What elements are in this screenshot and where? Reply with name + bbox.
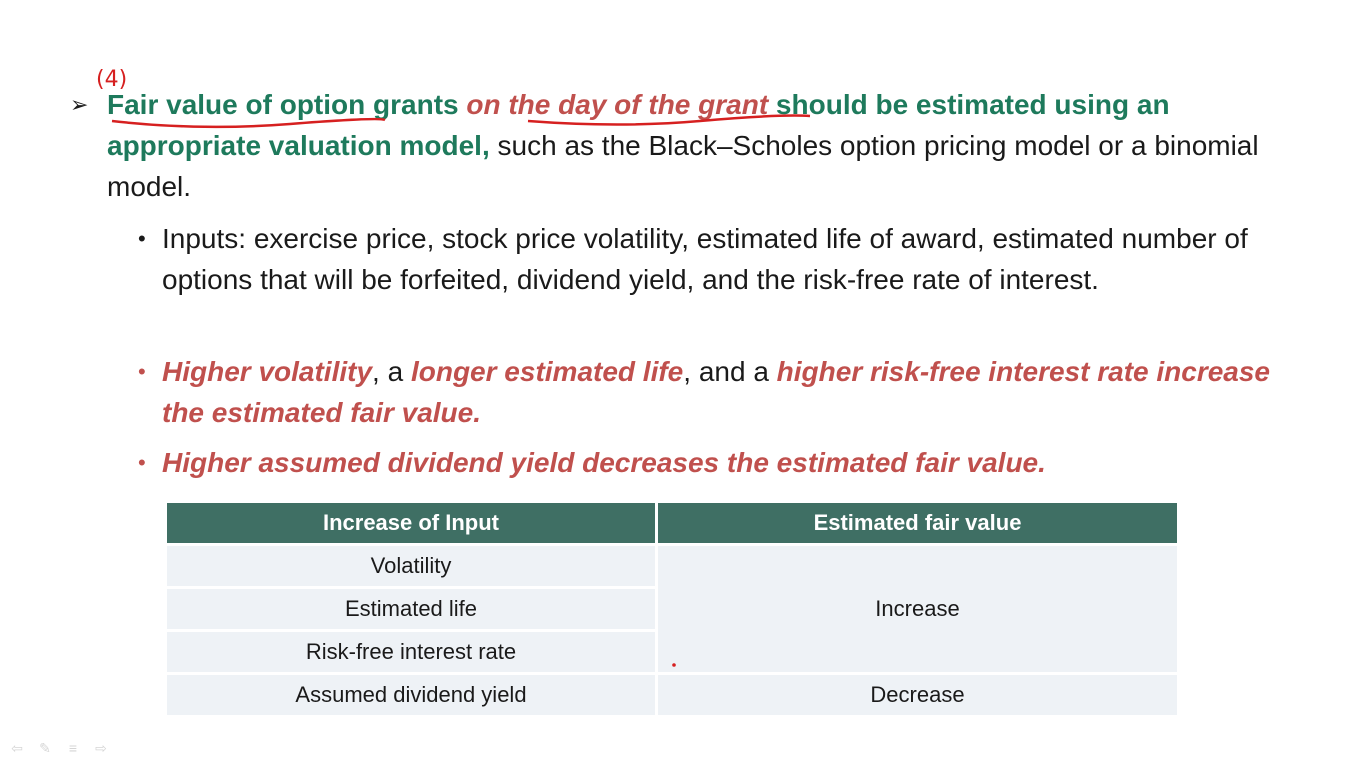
menu-icon[interactable]: ≡ xyxy=(68,740,78,756)
sub-bullet-decrease: • Higher assumed dividend yield decrease… xyxy=(132,442,1282,483)
sub-bullet-decrease-text: Higher assumed dividend yield decreases … xyxy=(162,447,1046,478)
table-cell-increase: Increase xyxy=(655,543,1177,672)
forward-arrow-icon[interactable]: ⇨ xyxy=(95,740,107,756)
sub-bullet-inputs: • Inputs: exercise price, stock price vo… xyxy=(132,218,1282,300)
table-cell-input: Assumed dividend yield xyxy=(167,672,655,715)
main-bullet: ➢ Fair value of option grants on the day… xyxy=(70,84,1270,207)
main-bullet-part4: such as the Black–Scholes option pricing… xyxy=(107,130,1259,202)
table-header-row: Increase of Input Estimated fair value xyxy=(167,503,1177,543)
bullet-dot-icon: • xyxy=(138,450,146,475)
sub-bullet-increase: • Higher volatility, a longer estimated … xyxy=(132,351,1282,433)
slide-controls: ⇦ ✎ ≡ ⇨ xyxy=(8,740,110,757)
table-row: Risk-free interest rate xyxy=(167,629,1177,672)
bullet-dot-icon: • xyxy=(138,226,146,251)
bullet-dot-icon: • xyxy=(138,359,146,384)
main-bullet-part1: Fair value of option grants xyxy=(107,89,467,120)
main-bullet-text: Fair value of option grants on the day o… xyxy=(107,84,1270,207)
table-cell-input: Risk-free interest rate xyxy=(167,629,655,672)
table-cell-input: Volatility xyxy=(167,543,655,586)
sub-bullet-inputs-text: Inputs: exercise price, stock price vola… xyxy=(162,223,1248,295)
table-row: Estimated life xyxy=(167,586,1177,629)
back-arrow-icon[interactable]: ⇦ xyxy=(11,740,23,756)
table-cell-input: Estimated life xyxy=(167,586,655,629)
table-row: Assumed dividend yield Decrease xyxy=(167,672,1177,715)
increase-part-c: longer estimated life xyxy=(410,356,684,387)
main-bullet-part3: should be estimated using an appropriate… xyxy=(107,89,1170,161)
increase-part-b: , a xyxy=(372,356,411,387)
arrow-bullet-icon: ➢ xyxy=(70,92,89,117)
sub-bullet-increase-text: Higher volatility, a longer estimated li… xyxy=(162,351,1282,433)
table-cell-decrease: Decrease xyxy=(655,672,1177,715)
increase-part-a: Higher volatility xyxy=(162,356,373,387)
fair-value-table: Increase of Input Estimated fair value V… xyxy=(167,503,1177,715)
main-bullet-part2: on the day of the grant xyxy=(466,89,769,120)
table-header-fair-value: Estimated fair value xyxy=(655,503,1177,543)
increase-part-e: higher risk-free interest rate increase … xyxy=(162,356,1271,428)
pen-icon[interactable]: ✎ xyxy=(39,740,51,756)
table-row: Volatility Increase xyxy=(167,543,1177,672)
increase-part-d: , and a xyxy=(683,356,777,387)
table-header-input: Increase of Input xyxy=(167,503,655,543)
